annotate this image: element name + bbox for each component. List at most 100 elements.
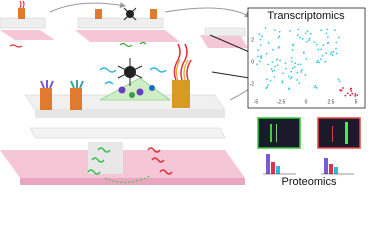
dot <box>298 82 301 84</box>
dot <box>332 50 335 53</box>
dot <box>346 92 349 95</box>
dot <box>350 90 353 92</box>
dot <box>272 48 274 51</box>
dot <box>320 48 323 51</box>
dot <box>326 28 329 31</box>
scatter-dots <box>256 27 359 97</box>
dot <box>296 71 299 74</box>
dot <box>267 41 270 44</box>
dot <box>281 80 284 83</box>
dot <box>316 59 319 62</box>
dot <box>259 44 262 47</box>
dot <box>264 27 267 29</box>
dot <box>277 36 280 39</box>
dot <box>304 74 307 76</box>
dot <box>282 72 284 75</box>
dot <box>342 87 344 89</box>
dot <box>315 86 318 89</box>
x-tick-label: -5 <box>254 99 259 105</box>
dot <box>315 43 318 46</box>
dot <box>281 81 284 84</box>
dot <box>334 29 336 32</box>
dot <box>299 36 301 39</box>
panel-title: Transcriptomics <box>267 10 345 22</box>
dot <box>344 94 347 97</box>
platforms <box>0 0 248 185</box>
dot <box>318 61 321 64</box>
dot <box>313 41 316 44</box>
dot <box>278 35 281 38</box>
dot <box>271 61 274 64</box>
dot <box>290 70 293 73</box>
dot <box>260 57 263 59</box>
dot <box>339 89 342 91</box>
dot <box>322 44 325 47</box>
dot <box>314 84 317 87</box>
dot <box>291 49 294 51</box>
dot <box>277 46 280 49</box>
dot <box>284 62 287 65</box>
dot <box>315 61 318 64</box>
dot <box>304 32 307 35</box>
dot <box>265 78 268 81</box>
dot <box>326 42 329 45</box>
dot <box>279 59 282 62</box>
dot <box>267 63 269 66</box>
dot <box>307 39 310 42</box>
y-tick-label: 2 <box>251 37 254 43</box>
dot <box>356 94 359 96</box>
dot <box>296 79 298 81</box>
dot <box>256 55 259 58</box>
dot <box>290 76 293 79</box>
dot <box>291 60 293 63</box>
dot <box>288 87 290 90</box>
dot <box>289 77 292 80</box>
x-tick-label: -2.5 <box>277 99 286 105</box>
dot <box>335 52 338 55</box>
dot <box>269 79 272 82</box>
dot <box>308 37 311 40</box>
dot <box>270 68 273 70</box>
dot <box>273 29 276 31</box>
dot <box>267 84 269 87</box>
dot <box>351 92 354 95</box>
dot <box>330 51 333 54</box>
dot <box>306 30 309 33</box>
dot <box>338 80 341 83</box>
figure: Transcriptomics -5 -2.5 0 2.5 5 2 0 -2 Proteomi… <box>0 0 366 188</box>
arrows <box>49 2 269 101</box>
dot <box>265 52 268 55</box>
dot <box>256 63 259 66</box>
dot <box>309 32 312 35</box>
y-tick-label: 0 <box>251 59 254 65</box>
dot <box>297 28 300 31</box>
page: {"panel": {"top_title": "Transcriptomics… <box>0 0 366 188</box>
dot <box>287 75 290 78</box>
dot <box>325 32 328 35</box>
dot <box>266 86 269 89</box>
panel-title: Proteomics <box>281 176 337 188</box>
dot <box>296 34 299 37</box>
dot <box>349 94 352 97</box>
dot <box>354 93 357 95</box>
proteomics-panel: Proteomics <box>257 117 361 188</box>
dot <box>292 44 294 47</box>
x-tick-label: 0 <box>305 99 308 105</box>
dot <box>271 70 274 73</box>
dot <box>319 58 322 61</box>
dot <box>294 62 297 65</box>
dot <box>291 67 294 70</box>
dot <box>317 48 320 51</box>
dot <box>354 95 357 97</box>
dot <box>305 40 308 43</box>
dot <box>337 78 340 81</box>
dot <box>305 58 308 60</box>
dot <box>289 30 291 32</box>
dot <box>293 66 296 68</box>
dot <box>325 52 327 55</box>
dot <box>324 60 327 63</box>
dot <box>329 53 332 56</box>
dot <box>274 65 276 68</box>
dot <box>273 76 276 78</box>
dot <box>278 30 281 33</box>
